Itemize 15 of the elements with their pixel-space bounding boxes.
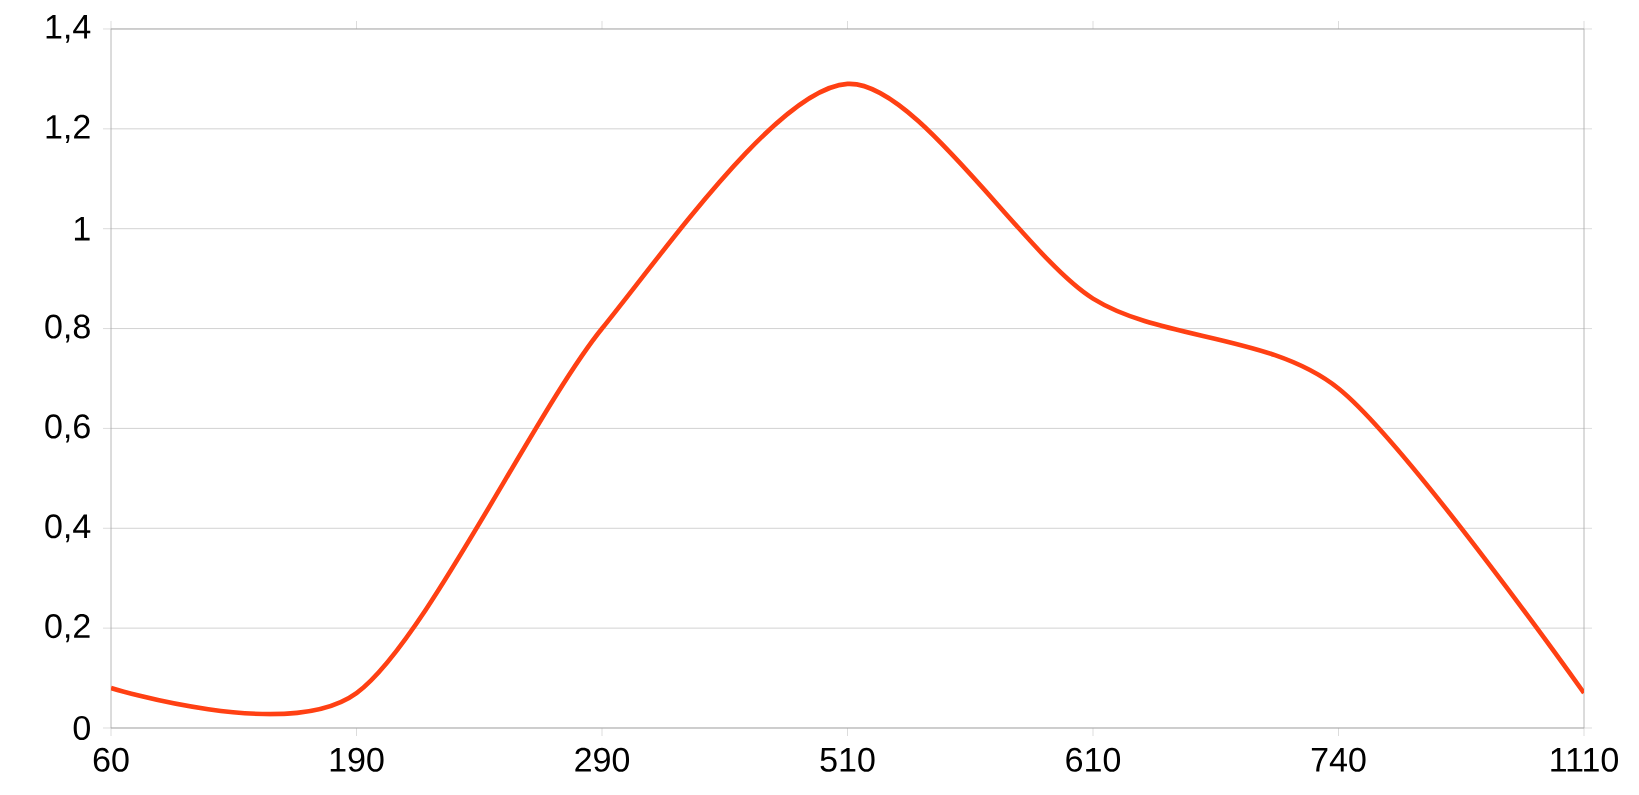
x-tick-label: 60 <box>93 747 129 772</box>
y-tick-label: 1 <box>74 216 90 241</box>
y-tick-label: 1,2 <box>46 114 90 143</box>
x-tick-label: 190 <box>330 747 384 772</box>
x-tick-label: 290 <box>575 747 630 772</box>
x-tick-label: 610 <box>1066 747 1121 772</box>
x-tick-label: 510 <box>820 747 875 772</box>
x-tick-label: 1110 <box>1551 747 1618 772</box>
y-tick-label: 1,4 <box>46 15 91 43</box>
y-tick-label: 0,4 <box>45 514 91 543</box>
x-tick-label: 740 <box>1311 747 1366 772</box>
y-tick-label: 0,8 <box>45 314 90 343</box>
y-tick-label: 0 <box>73 715 90 741</box>
y-tick-label: 0,6 <box>45 414 90 443</box>
y-tick-label: 0,2 <box>45 614 90 643</box>
